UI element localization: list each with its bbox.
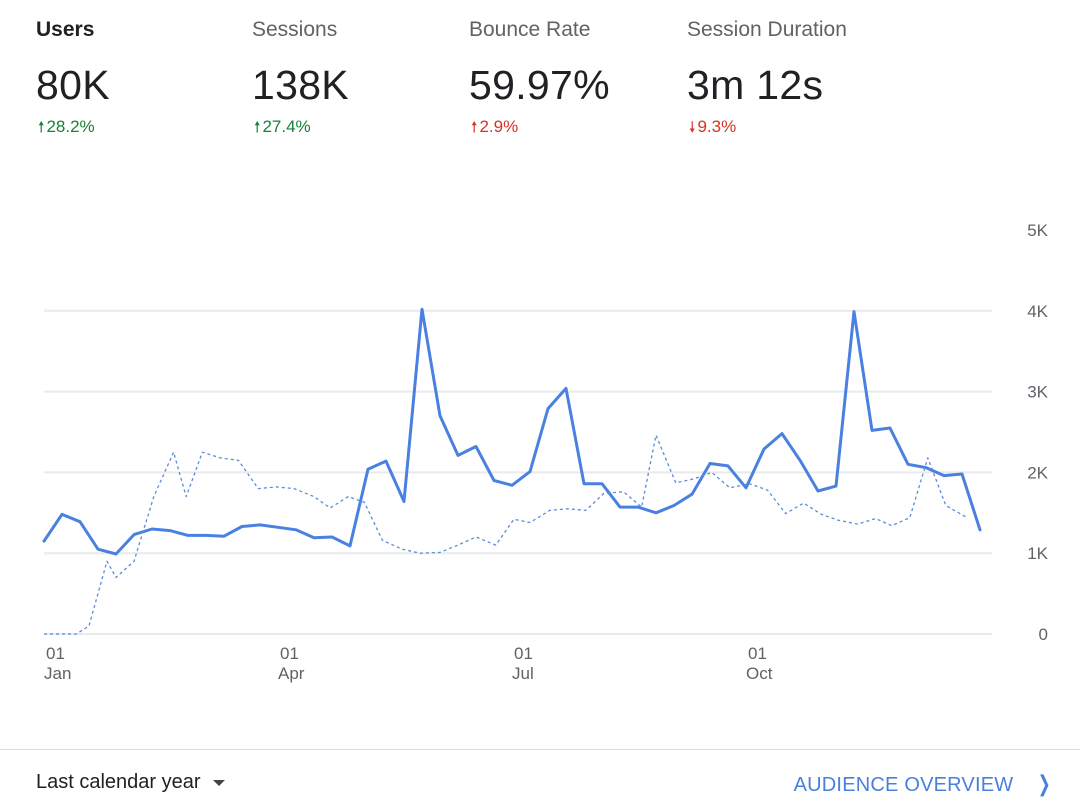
x-tick-month: Jan [44, 664, 71, 683]
metric-value: 80K [36, 62, 110, 108]
arrow-up-icon: 🠕 [38, 119, 45, 136]
metric-value: 3m 12s [687, 62, 824, 108]
metric-label: Sessions [252, 18, 338, 41]
metric-change: 🠕 2.9% [471, 117, 518, 142]
metric-label: Bounce Rate [469, 18, 591, 41]
current-period-line [42, 307, 982, 556]
arrow-up-icon: 🠕 [254, 119, 261, 136]
metric-value: 59.97% [469, 62, 610, 108]
x-tick-day: 01 [46, 644, 65, 663]
audience-overview-link[interactable]: AUDIENCE OVERVIEW ❯ [794, 771, 1054, 797]
x-tick-month: Jul [512, 664, 534, 683]
x-tick-day: 01 [514, 644, 533, 663]
x-tick-month: Apr [278, 664, 305, 683]
x-tick-day: 01 [280, 644, 299, 663]
metric-change: 🠕 28.2% [38, 117, 95, 142]
metric-change-value: 9.3% [697, 117, 737, 136]
chevron-right-icon: ❯ [1038, 771, 1052, 796]
arrow-down-icon: 🠗 [689, 119, 696, 136]
previous-period-line [44, 434, 966, 635]
arrow-up-icon: 🠕 [471, 119, 478, 136]
metric-label: Session Duration [687, 18, 847, 41]
metric-change-value: 28.2% [46, 117, 95, 136]
x-tick-day: 01 [748, 644, 767, 663]
metrics-row: Users 80K 🠕 28.2% Sessions 138K 🠕 27.4% Bo… [0, 0, 1080, 160]
y-tick-label: 0 [1039, 625, 1048, 644]
x-tick-month: Oct [746, 664, 773, 683]
metric-change: 🠕 27.4% [254, 117, 311, 142]
metric-change-value: 27.4% [262, 117, 311, 136]
metric-change: 🠗 9.3% [689, 117, 736, 142]
metric-value: 138K [252, 62, 349, 108]
footer-divider [0, 749, 1080, 750]
y-tick-label: 5K [1027, 221, 1048, 240]
metric-label: Users [36, 18, 95, 41]
date-range-label: Last calendar year [36, 771, 201, 793]
y-tick-label: 3K [1027, 383, 1048, 402]
date-range-dropdown[interactable]: Last calendar year [36, 771, 225, 794]
audience-overview-label: AUDIENCE OVERVIEW [793, 774, 1014, 796]
y-tick-label: 4K [1027, 302, 1048, 321]
y-tick-label: 2K [1027, 463, 1048, 482]
metric-change-value: 2.9% [479, 117, 519, 136]
users-line-chart[interactable]: 0 1K 2K 3K 4K 5K 01 Jan 01 Apr 01 Jul 01 Oct [0, 200, 1080, 710]
caret-down-icon [212, 779, 225, 786]
y-tick-label: 1K [1027, 544, 1048, 563]
